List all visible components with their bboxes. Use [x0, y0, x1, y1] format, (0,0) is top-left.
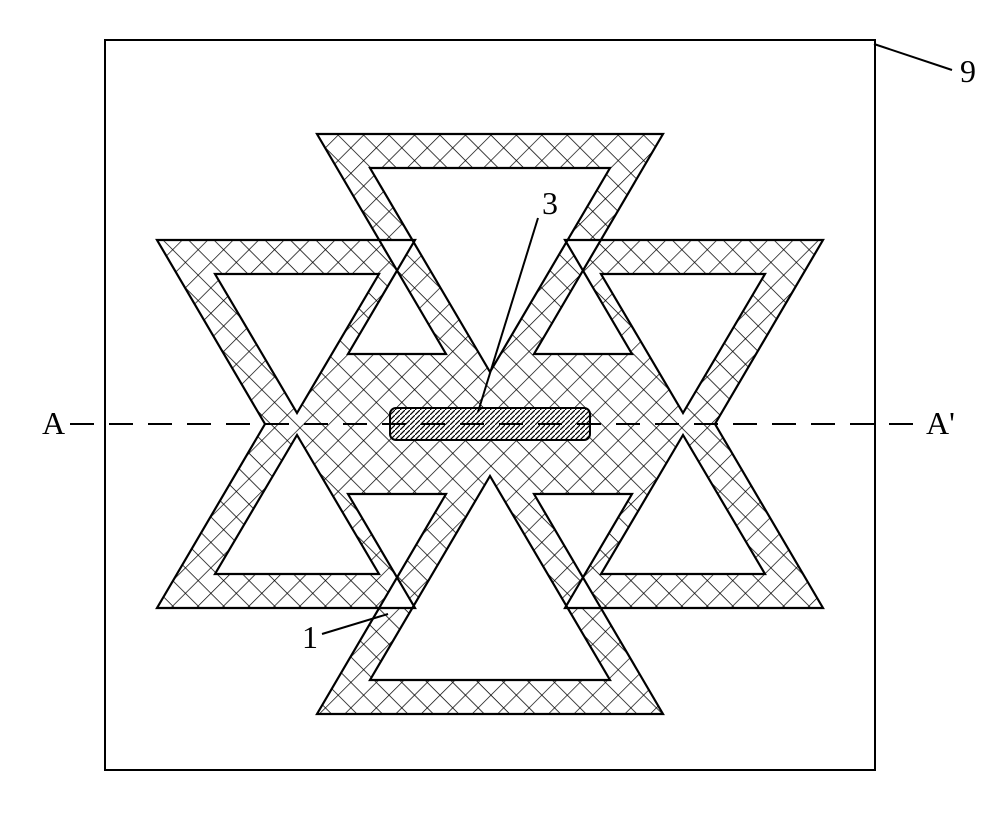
- label-3: 3: [542, 185, 558, 221]
- label-A: A: [42, 405, 65, 441]
- label-Aprime: A': [926, 405, 955, 441]
- technical-diagram: 9 3 1 A A': [20, 20, 1000, 797]
- label-1: 1: [302, 619, 318, 655]
- leader-9: [874, 44, 952, 70]
- label-9: 9: [960, 53, 976, 89]
- figure-container: 9 3 1 A A': [20, 20, 1000, 797]
